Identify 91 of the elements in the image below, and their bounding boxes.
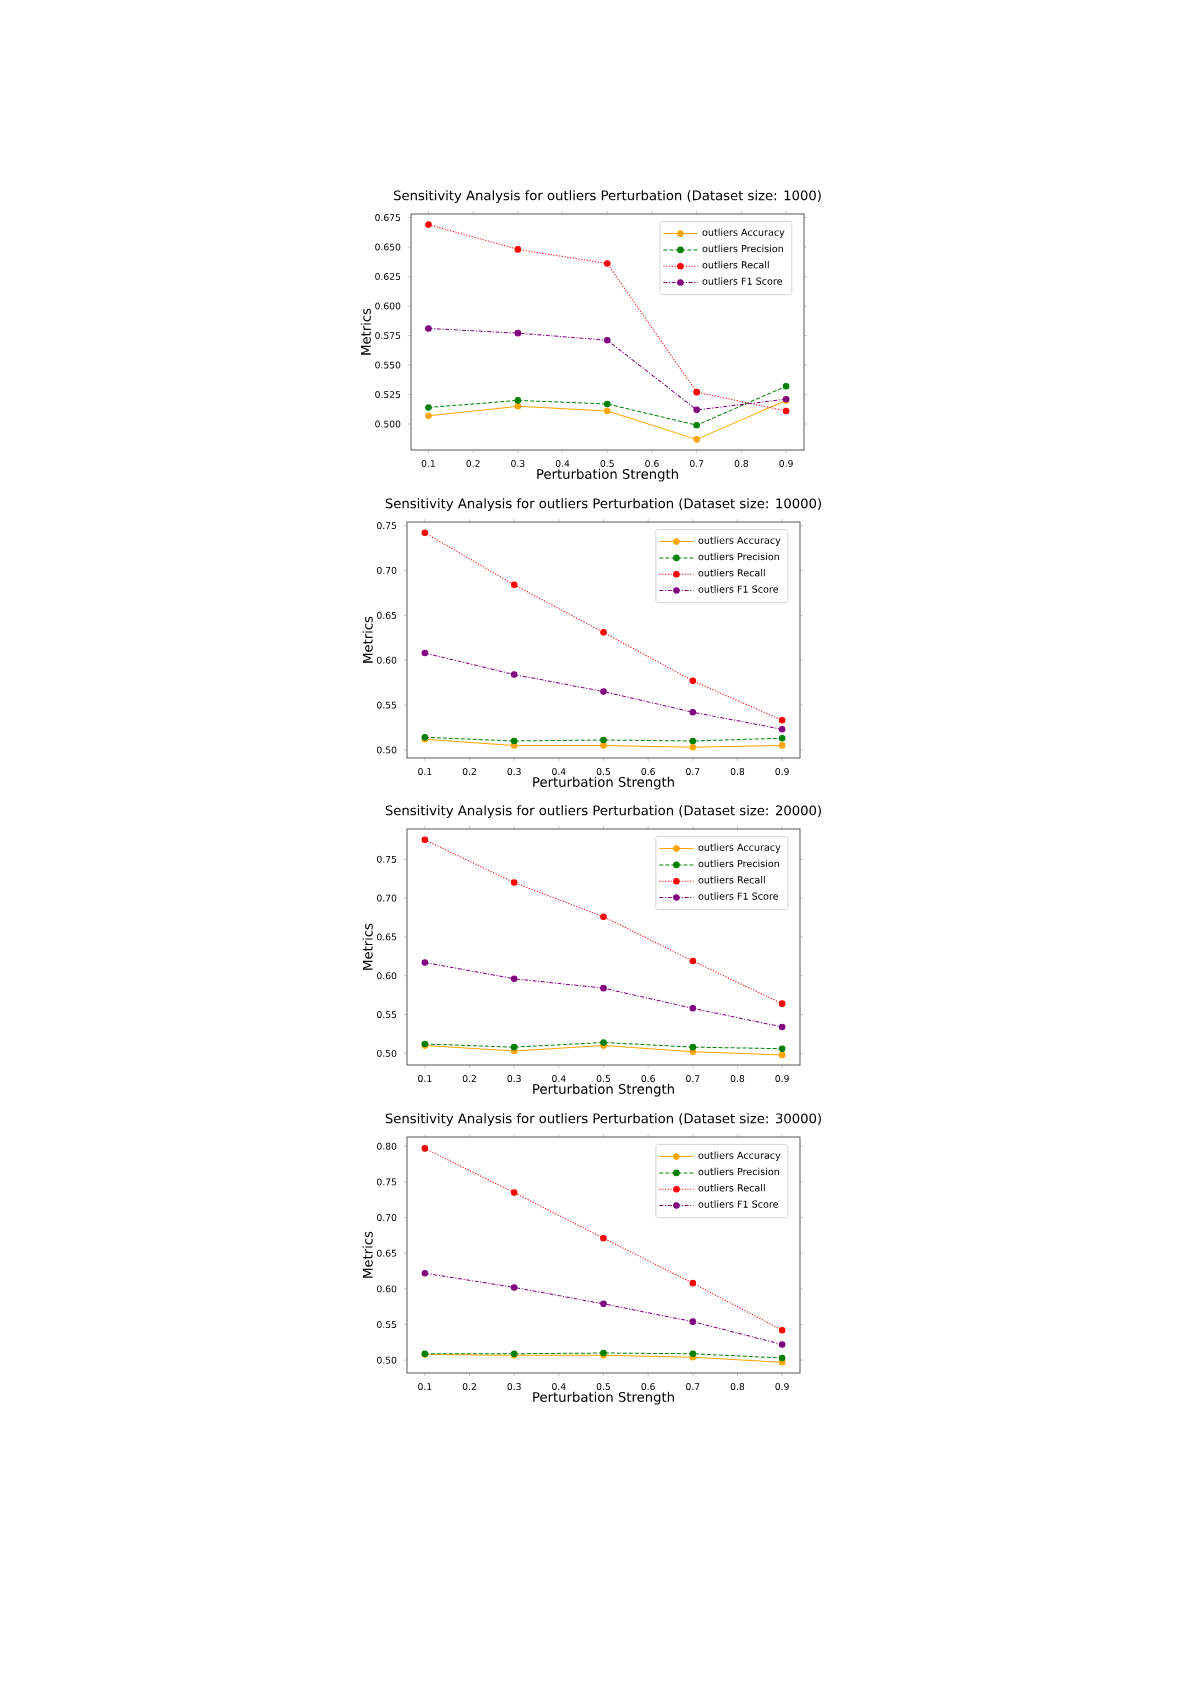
- x-tick-label: 0.1: [418, 1075, 432, 1083]
- x-tick-label: 0.4: [552, 768, 566, 775]
- x-tick-label: 0.2: [466, 460, 480, 467]
- y-tick-label: 0.60: [377, 972, 397, 980]
- x-tick-label: 0.9: [775, 1075, 789, 1083]
- legend-label: outliers Recall: [698, 1184, 765, 1192]
- y-tick-label: 0.50: [377, 746, 397, 754]
- y-tick-label: 0.550: [375, 361, 401, 369]
- x-tick-label: 0.2: [462, 1075, 476, 1083]
- x-tick-label: 0.9: [775, 768, 789, 775]
- legend-label: outliers Accuracy: [698, 1151, 781, 1161]
- legend-label: outliers Recall: [698, 569, 765, 577]
- chart-title: Sensitivity Analysis for outliers Perturbation (Dataset size: 10000): [385, 498, 821, 511]
- y-tick-label: 0.70: [377, 566, 397, 574]
- legend-label: outliers F1 Score: [698, 585, 779, 593]
- x-tick-label: 0.5: [596, 768, 611, 775]
- x-tick-label: 0.6: [641, 768, 655, 775]
- x-axis-title: Perturbation Strength: [533, 1083, 674, 1097]
- y-tick-label: 0.75: [377, 522, 397, 530]
- legend-label: outliers Precision: [702, 244, 784, 253]
- y-tick-label: 0.625: [375, 273, 401, 280]
- x-tick-label: 0.8: [734, 460, 749, 467]
- x-tick-label: 0.4: [552, 1383, 566, 1391]
- x-tick-label: 0.9: [775, 1383, 789, 1391]
- y-tick-label: 0.650: [375, 243, 401, 251]
- legend-label: outliers Accuracy: [698, 843, 781, 853]
- legend-label: outliers Accuracy: [698, 536, 781, 546]
- legend-label: outliers F1 Score: [698, 1200, 779, 1208]
- y-tick-label: 0.65: [377, 1249, 397, 1257]
- x-tick-label: 0.7: [686, 1075, 700, 1083]
- y-tick-label: 0.60: [377, 656, 397, 664]
- x-tick-label: 0.8: [730, 1383, 745, 1391]
- chart-title: Sensitivity Analysis for outliers Perturbation (Dataset size: 30000): [385, 1113, 821, 1126]
- y-tick-label: 0.500: [375, 420, 401, 428]
- x-axis-title: Perturbation Strength: [533, 1391, 674, 1405]
- y-tick-label: 0.75: [377, 855, 397, 863]
- x-tick-label: 0.2: [462, 768, 476, 775]
- chart-title: Sensitivity Analysis for outliers Perturbation (Dataset size: 1000): [393, 190, 821, 203]
- y-tick-label: 0.55: [377, 1321, 397, 1328]
- y-axis-title: Metrics: [360, 308, 371, 355]
- y-tick-label: 0.50: [377, 1049, 397, 1057]
- x-tick-label: 0.5: [596, 1383, 611, 1391]
- x-tick-label: 0.6: [641, 1075, 655, 1083]
- y-tick-label: 0.50: [377, 1356, 397, 1364]
- y-axis-title: Metrics: [362, 1231, 373, 1278]
- x-tick-label: 0.7: [689, 460, 704, 467]
- y-tick-label: 0.80: [377, 1142, 397, 1150]
- x-axis-title: Perturbation Strength: [533, 776, 674, 790]
- y-tick-label: 0.70: [377, 1214, 397, 1222]
- legend-label: outliers Precision: [698, 859, 779, 868]
- x-tick-label: 0.5: [600, 460, 614, 467]
- y-tick-label: 0.65: [377, 933, 397, 941]
- x-tick-label: 0.4: [552, 1075, 566, 1083]
- y-tick-label: 0.60: [377, 1285, 397, 1293]
- x-tick-label: 0.6: [645, 460, 659, 467]
- x-tick-label: 0.1: [421, 460, 435, 467]
- x-tick-label: 0.3: [507, 1075, 521, 1083]
- y-tick-label: 0.575: [375, 332, 401, 339]
- legend-label: outliers Recall: [702, 261, 769, 269]
- x-tick-label: 0.6: [641, 1383, 655, 1391]
- y-tick-label: 0.55: [377, 701, 397, 709]
- x-tick-label: 0.7: [686, 768, 700, 775]
- x-tick-label: 0.8: [730, 768, 745, 775]
- legend-label: outliers Precision: [698, 1167, 779, 1176]
- legend-label: outliers F1 Score: [702, 277, 783, 285]
- y-tick-label: 0.75: [377, 1178, 397, 1186]
- y-tick-label: 0.70: [377, 894, 397, 902]
- x-tick-label: 0.3: [511, 460, 525, 467]
- y-tick-label: 0.675: [375, 214, 401, 221]
- x-tick-label: 0.2: [462, 1383, 476, 1391]
- x-tick-label: 0.1: [418, 1383, 432, 1391]
- y-tick-label: 0.600: [375, 302, 401, 310]
- x-tick-label: 0.1: [418, 768, 432, 775]
- y-tick-label: 0.55: [377, 1011, 397, 1018]
- chart-title: Sensitivity Analysis for outliers Perturbation (Dataset size: 20000): [385, 805, 821, 818]
- legend-label: outliers F1 Score: [698, 892, 779, 900]
- y-tick-label: 0.65: [377, 611, 397, 619]
- legend-label: outliers Accuracy: [702, 228, 785, 238]
- legend-label: outliers Precision: [698, 552, 779, 561]
- x-axis-title: Perturbation Strength: [537, 468, 678, 482]
- y-axis-title: Metrics: [362, 616, 373, 663]
- x-tick-label: 0.7: [686, 1383, 700, 1391]
- x-tick-label: 0.8: [730, 1075, 745, 1083]
- legend-label: outliers Recall: [698, 876, 765, 884]
- x-tick-label: 0.9: [779, 460, 793, 467]
- y-tick-label: 0.525: [375, 391, 401, 398]
- x-tick-label: 0.5: [596, 1075, 611, 1083]
- x-tick-label: 0.4: [555, 460, 570, 467]
- x-tick-label: 0.3: [507, 768, 521, 775]
- x-tick-label: 0.3: [507, 1383, 521, 1391]
- y-axis-title: Metrics: [362, 923, 373, 970]
